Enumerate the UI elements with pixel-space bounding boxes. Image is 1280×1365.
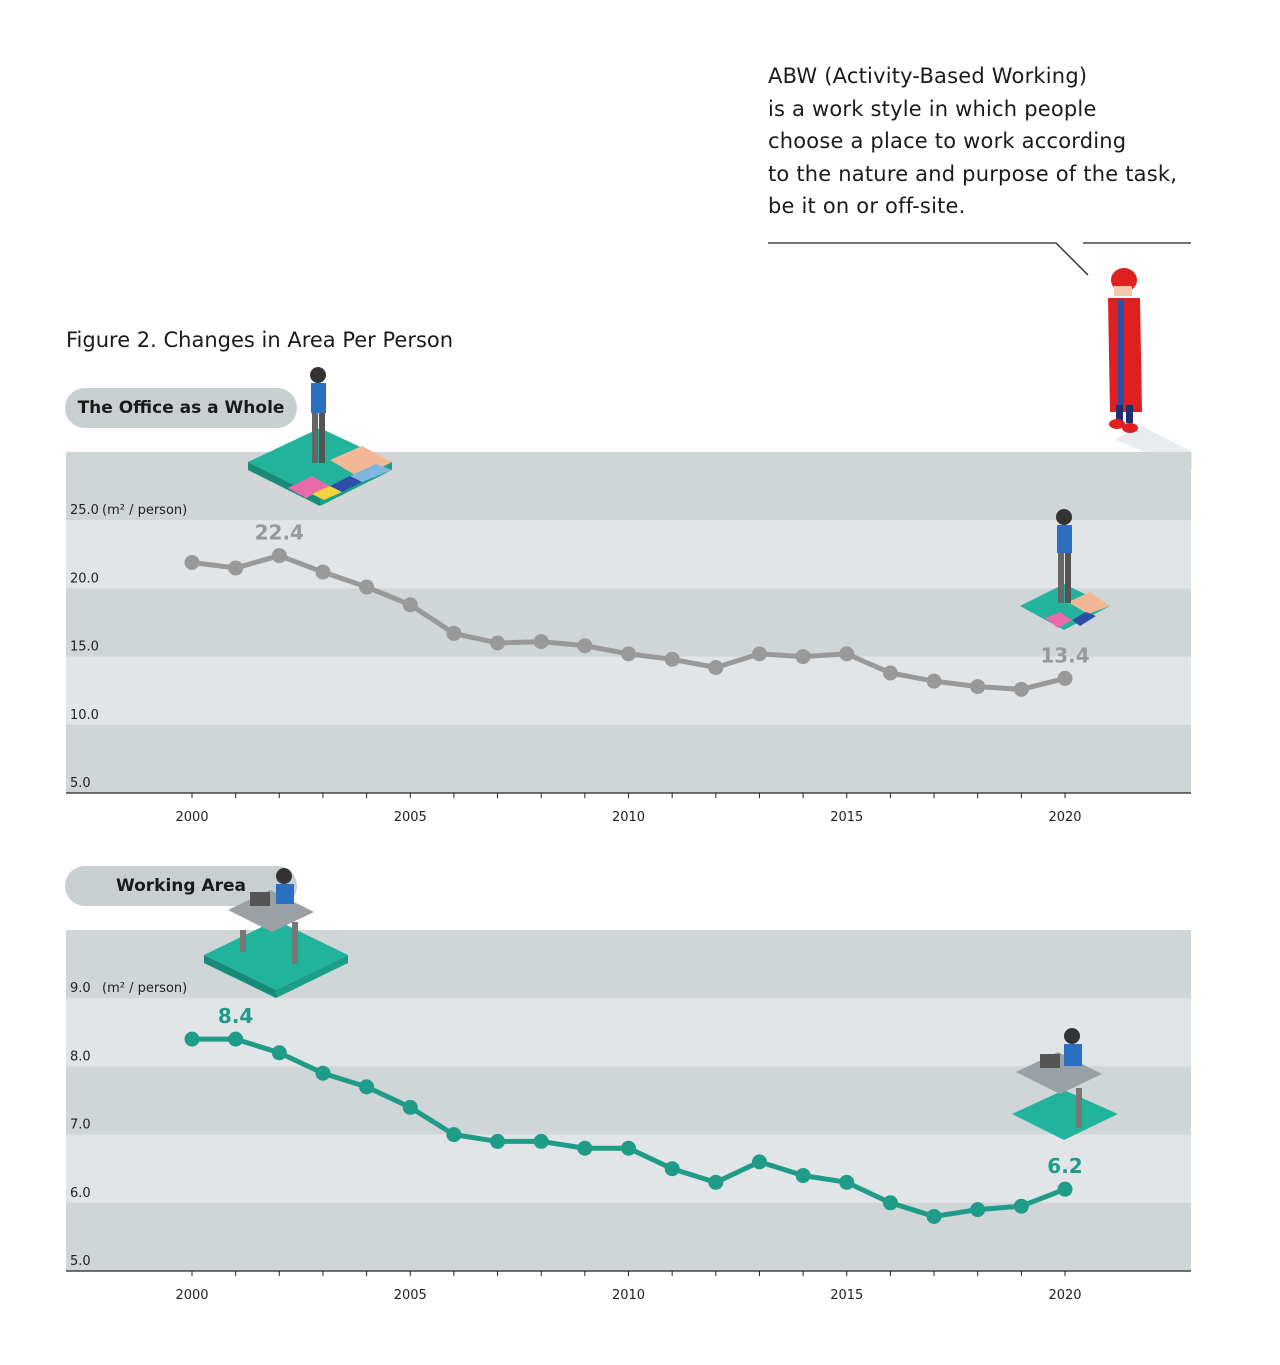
data-point [795,649,811,665]
data-point [184,554,200,570]
data-point [970,1202,986,1218]
grid-band [66,1066,1191,1136]
working-area-label: Working Area [65,866,297,906]
desk-worker-icon [204,868,348,998]
x-tick-label: 2005 [394,1288,427,1303]
data-label: 22.4 [255,521,304,545]
x-tick-label: 2020 [1048,1288,1081,1303]
y-tick-label: 9.0 [70,981,91,996]
grid-band [66,588,1191,658]
data-point [926,673,942,689]
office-whole-chart: 25.0 (m² / person) 20.0 15.0 10.0 5.0 2000 2005… [66,452,1191,825]
data-point [228,1031,244,1047]
data-point [1013,681,1029,697]
data-point [664,1161,680,1177]
y-tick-label: 10.0 [70,708,99,723]
data-point [882,1195,898,1211]
grid-band [66,520,1191,589]
data-point [402,597,418,613]
data-point [621,646,636,662]
x-tick-label: 2000 [175,810,208,825]
data-point [664,651,680,667]
data-point [751,1154,767,1170]
data-point [882,665,898,681]
y-tick-label: 6.0 [70,1186,91,1201]
data-point [970,679,986,695]
data-point [926,1208,942,1224]
y-tick-label: 15.0 [70,640,99,655]
y-tick-label: 25.0 [70,503,99,518]
data-label: 6.2 [1047,1154,1082,1178]
working-area-chart: 9.0 (m² / person) 8.0 7.0 6.0 5.0 2000 2005 2010… [66,930,1191,1303]
data-point [446,625,462,641]
desk-worker-small-icon [1012,1028,1118,1140]
y-unit-label: (m² / person) [102,503,187,518]
x-tick-label: 2015 [830,810,863,825]
y-tick-label: 20.0 [70,571,99,586]
grid-band [66,452,1191,521]
data-point [1057,670,1073,686]
y-unit-label: (m² / person) [102,981,187,996]
x-tick-label: 2010 [612,1288,645,1303]
data-label: 13.4 [1040,643,1089,667]
speech-line [768,242,1191,276]
figure-title: Figure 2. Changes in Area Per Person [66,328,454,352]
data-point [577,1140,593,1156]
data-point [621,1140,636,1156]
data-point [533,634,549,650]
data-point [184,1031,200,1047]
data-point [839,646,855,662]
data-point [271,548,287,564]
data-point [271,1045,287,1061]
data-point [359,579,375,595]
x-tick-label: 2020 [1048,810,1081,825]
data-point [708,660,724,676]
y-tick-label: 8.0 [70,1049,91,1064]
y-tick-label: 7.0 [70,1118,91,1133]
data-point [402,1099,418,1115]
grid-band [66,656,1191,726]
office-whole-label: The Office as a Whole [65,388,297,428]
y-tick-label: 5.0 [70,1254,91,1269]
data-point [1013,1198,1029,1214]
data-point [446,1127,462,1143]
data-point [533,1133,549,1149]
x-tick-label: 2005 [394,810,427,825]
data-point [751,646,767,662]
data-point [708,1174,724,1190]
data-point [577,638,593,654]
office-floor-person-small-icon [1020,509,1110,630]
data-point [359,1079,375,1095]
data-point [315,564,331,580]
data-point [490,1133,506,1149]
grid-band [66,724,1191,794]
data-point [1057,1181,1073,1197]
data-point [839,1174,855,1190]
abw-note: ABW (Activity-Based Working) is a work s… [768,64,1178,218]
y-tick-label: 5.0 [70,776,91,791]
x-tick-label: 2010 [612,810,645,825]
office-floor-person-icon [248,367,392,506]
data-point [490,635,506,651]
data-point [228,560,244,576]
grid-band [66,1202,1191,1272]
data-point [315,1065,331,1081]
data-point [795,1168,811,1184]
x-tick-label: 2015 [830,1288,863,1303]
data-label: 8.4 [218,1004,253,1028]
grid-band [66,998,1191,1067]
x-tick-label: 2000 [175,1288,208,1303]
